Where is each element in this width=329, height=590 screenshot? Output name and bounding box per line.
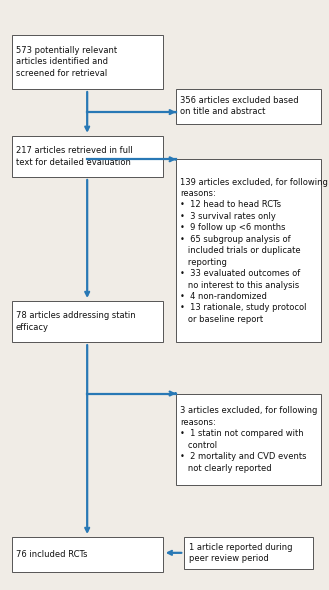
Text: 3 articles excluded, for following
reasons:
•  1 statin not compared with
   con: 3 articles excluded, for following reaso… [180,407,318,473]
FancyBboxPatch shape [176,88,321,124]
FancyBboxPatch shape [12,136,163,177]
Text: 573 potentially relevant
articles identified and
screened for retrieval: 573 potentially relevant articles identi… [16,46,117,78]
Text: 76 included RCTs: 76 included RCTs [16,550,87,559]
Text: 356 articles excluded based
on title and abstract: 356 articles excluded based on title and… [180,96,299,116]
FancyBboxPatch shape [176,394,321,485]
FancyBboxPatch shape [12,537,163,572]
Text: 217 articles retrieved in full
text for detailed evaluation: 217 articles retrieved in full text for … [16,146,133,166]
Text: 1 article reported during
peer review period: 1 article reported during peer review pe… [189,543,292,563]
FancyBboxPatch shape [176,159,321,342]
Text: 78 articles addressing statin
efficacy: 78 articles addressing statin efficacy [16,312,136,332]
FancyBboxPatch shape [12,301,163,342]
Text: 139 articles excluded, for following
reasons:
•  12 head to head RCTs
•  3 survi: 139 articles excluded, for following rea… [180,178,328,324]
FancyBboxPatch shape [184,537,313,569]
FancyBboxPatch shape [12,35,163,89]
